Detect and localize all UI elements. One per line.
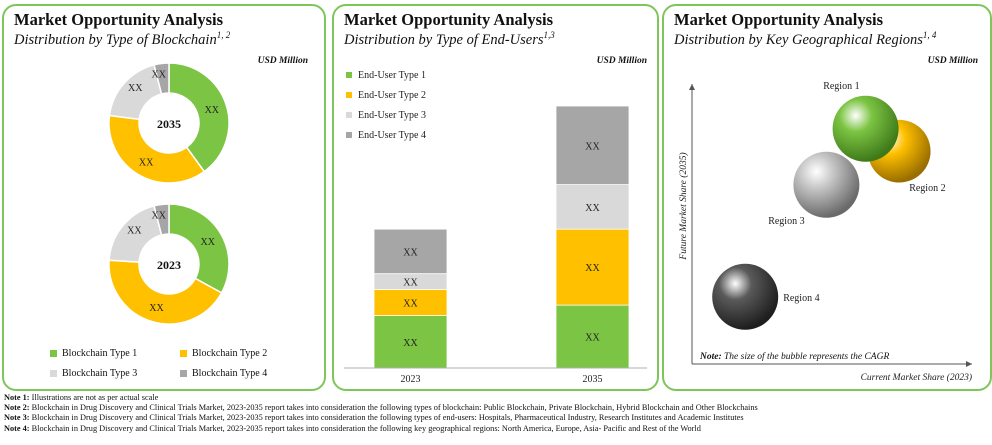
panel-subtitle: Distribution by Type of End-Users1,3 xyxy=(344,30,555,48)
donut-slice xyxy=(168,203,230,294)
legend-swatch xyxy=(346,92,352,98)
footnote: Note 2: Blockchain in Drug Discovery and… xyxy=(4,403,758,413)
panel-subtitle: Distribution by Key Geographical Regions… xyxy=(674,30,937,48)
legend-swatch xyxy=(346,132,352,138)
legend-label: Blockchain Type 2 xyxy=(192,348,268,359)
region-bubble xyxy=(712,263,779,330)
donut-slice-label: XX xyxy=(201,237,216,248)
donut-slice xyxy=(168,62,230,173)
legend-label: End-User Type 1 xyxy=(358,70,426,81)
footnote: Note 4: Blockchain in Drug Discovery and… xyxy=(4,423,701,433)
legend-label: End-User Type 2 xyxy=(358,90,426,101)
donut-slice-label: XX xyxy=(127,225,142,236)
region-label: Region 1 xyxy=(823,81,859,92)
legend-swatch xyxy=(50,350,57,357)
region-bubble xyxy=(832,95,899,162)
bar-segment xyxy=(555,105,630,185)
legend-label: Blockchain Type 4 xyxy=(192,368,268,379)
panel-title: Market Opportunity Analysis xyxy=(344,10,554,29)
footnote: Note 3: Blockchain in Drug Discovery and… xyxy=(4,413,744,423)
legend-item-type3: Blockchain Type 3 xyxy=(50,368,137,379)
donut-slice-label: XX xyxy=(152,210,167,221)
donut-slice-label: XX xyxy=(205,105,220,116)
legend-label: Blockchain Type 3 xyxy=(62,368,138,379)
bar-segment xyxy=(373,228,448,275)
donut-slice-label: XX xyxy=(149,303,164,314)
x-axis-label: Current Market Share (2023) xyxy=(861,372,972,383)
bar-segment-label: XX xyxy=(585,263,600,274)
stacked-bar-chart: End-User Type 1 End-User Type 2 End-User T… xyxy=(344,70,647,385)
bar-segment-label: XX xyxy=(585,141,600,152)
legend-swatch xyxy=(180,370,187,377)
legend-item-type4: Blockchain Type 4 xyxy=(180,368,267,379)
bar-segment-label: XX xyxy=(403,278,418,289)
bar-segment xyxy=(373,288,448,316)
donut-slice xyxy=(108,114,206,184)
unit-label: USD Million xyxy=(927,56,978,66)
region-bubble xyxy=(793,151,860,218)
donut-slice-label: XX xyxy=(152,69,167,80)
donut-center-label: 2035 xyxy=(157,117,181,131)
region-label: Region 4 xyxy=(783,293,819,304)
bar-segment xyxy=(373,315,448,369)
panel-title: Market Opportunity Analysis xyxy=(14,10,224,29)
bar-segment-label: XX xyxy=(403,338,418,349)
x-axis-arrow xyxy=(966,361,972,367)
x-tick-label: 2023 xyxy=(401,374,421,385)
panel-title: Market Opportunity Analysis xyxy=(674,10,884,29)
bar-segment-label: XX xyxy=(585,333,600,344)
bar-segment-label: XX xyxy=(585,203,600,214)
donut-slice-label: XX xyxy=(139,158,154,169)
donut-slice xyxy=(153,62,170,95)
unit-label: USD Million xyxy=(596,56,647,66)
legend-label: End-User Type 4 xyxy=(358,130,426,141)
y-axis-arrow xyxy=(689,84,695,90)
legend-swatch xyxy=(346,72,352,78)
blockchain-panel: Market Opportunity Analysis Distribution… xyxy=(2,4,326,391)
footnotes: Note 1: Illustrations are not as per act… xyxy=(4,393,758,434)
region-label: Region 3 xyxy=(768,216,804,227)
legend-swatch xyxy=(180,350,187,357)
bar-segment xyxy=(555,304,630,369)
panel-subtitle: Distribution by Type of Blockchain1, 2 xyxy=(14,30,231,48)
donut-center-label: 2023 xyxy=(157,258,181,272)
bar-segment-label: XX xyxy=(403,247,418,258)
bar-segment-label: XX xyxy=(403,299,418,310)
region-label: Region 2 xyxy=(909,183,945,194)
regions-panel: Market Opportunity Analysis Distribution… xyxy=(662,4,992,391)
donut-charts: XX XX XX XX 2035 XX XX XX XX 2023 xyxy=(108,62,230,325)
bar-segment xyxy=(555,228,630,306)
donut-slice xyxy=(153,203,170,236)
legend-swatch xyxy=(50,370,57,377)
unit-label: USD Million xyxy=(257,56,308,66)
donut-slice-label: XX xyxy=(128,83,143,94)
legend-label: Blockchain Type 1 xyxy=(62,348,138,359)
x-tick-label: 2035 xyxy=(583,374,603,385)
end-users-panel: Market Opportunity Analysis Distribution… xyxy=(332,4,659,391)
legend-item-type1: Blockchain Type 1 xyxy=(50,348,137,359)
legend-item-type2: Blockchain Type 2 xyxy=(180,348,267,359)
bubble-chart: Current Market Share (2023) Future Market… xyxy=(678,81,972,383)
donut-slice xyxy=(108,259,223,325)
bubble-note: Note: The size of the bubble represents … xyxy=(700,352,890,362)
bar-segment xyxy=(555,184,630,230)
legend-swatch xyxy=(346,112,352,118)
y-axis-label: Future Market Share (2035) xyxy=(678,152,689,260)
legend-label: End-User Type 3 xyxy=(358,110,426,121)
footnote: Note 1: Illustrations are not as per act… xyxy=(4,393,159,402)
